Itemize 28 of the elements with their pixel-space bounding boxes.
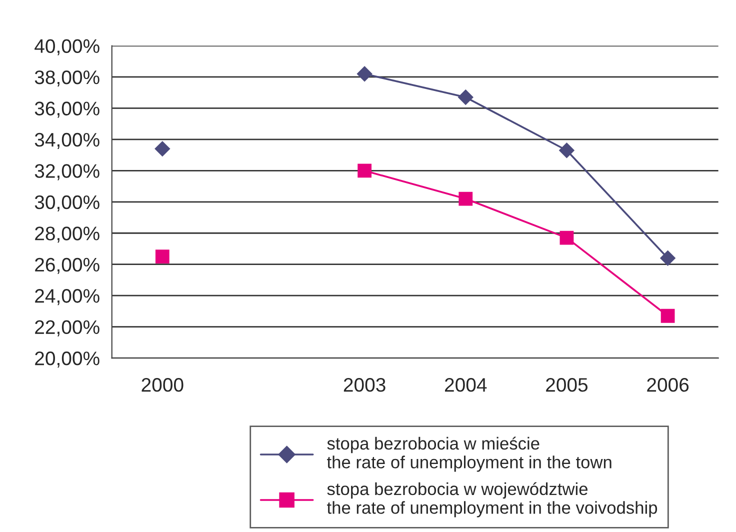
point — [559, 142, 574, 158]
x-tick-label: 2000 — [142, 378, 184, 392]
x-tick-label: 2003 — [344, 378, 386, 392]
point — [356, 66, 372, 82]
point — [458, 192, 473, 206]
y-tick-label: 32,00% — [34, 164, 100, 180]
y-tick-label: 38,00% — [34, 70, 100, 87]
y-tick-label: 26,00% — [35, 258, 100, 274]
x-tick-label: 2004 — [444, 378, 487, 392]
point — [660, 250, 676, 266]
x-tick-label: 2006 — [647, 378, 689, 392]
y-tick-label: 34,00% — [34, 132, 100, 149]
point — [155, 250, 170, 264]
y-tick-label: 36,00% — [34, 102, 100, 118]
y-tick-label: 22,00% — [35, 320, 100, 336]
y-tick-label: 20,00% — [35, 352, 100, 368]
y-tick-label: 30,00% — [34, 195, 100, 212]
point — [560, 230, 574, 245]
y-tick-label: 40,00% — [34, 39, 100, 56]
legend-label: stopa bezrobocia w mieście the rate of unemployment in the town — [327, 436, 612, 472]
x-tick-label: 2005 — [546, 378, 588, 392]
point — [154, 141, 170, 156]
legend-label: stopa bezrobocia w województwie the rate of unemployment in the voivodship — [327, 482, 658, 518]
y-tick-label: 28,00% — [35, 226, 100, 243]
point — [458, 90, 474, 105]
y-tick-label: 24,00% — [35, 289, 100, 306]
point — [660, 308, 675, 323]
point — [358, 164, 372, 178]
